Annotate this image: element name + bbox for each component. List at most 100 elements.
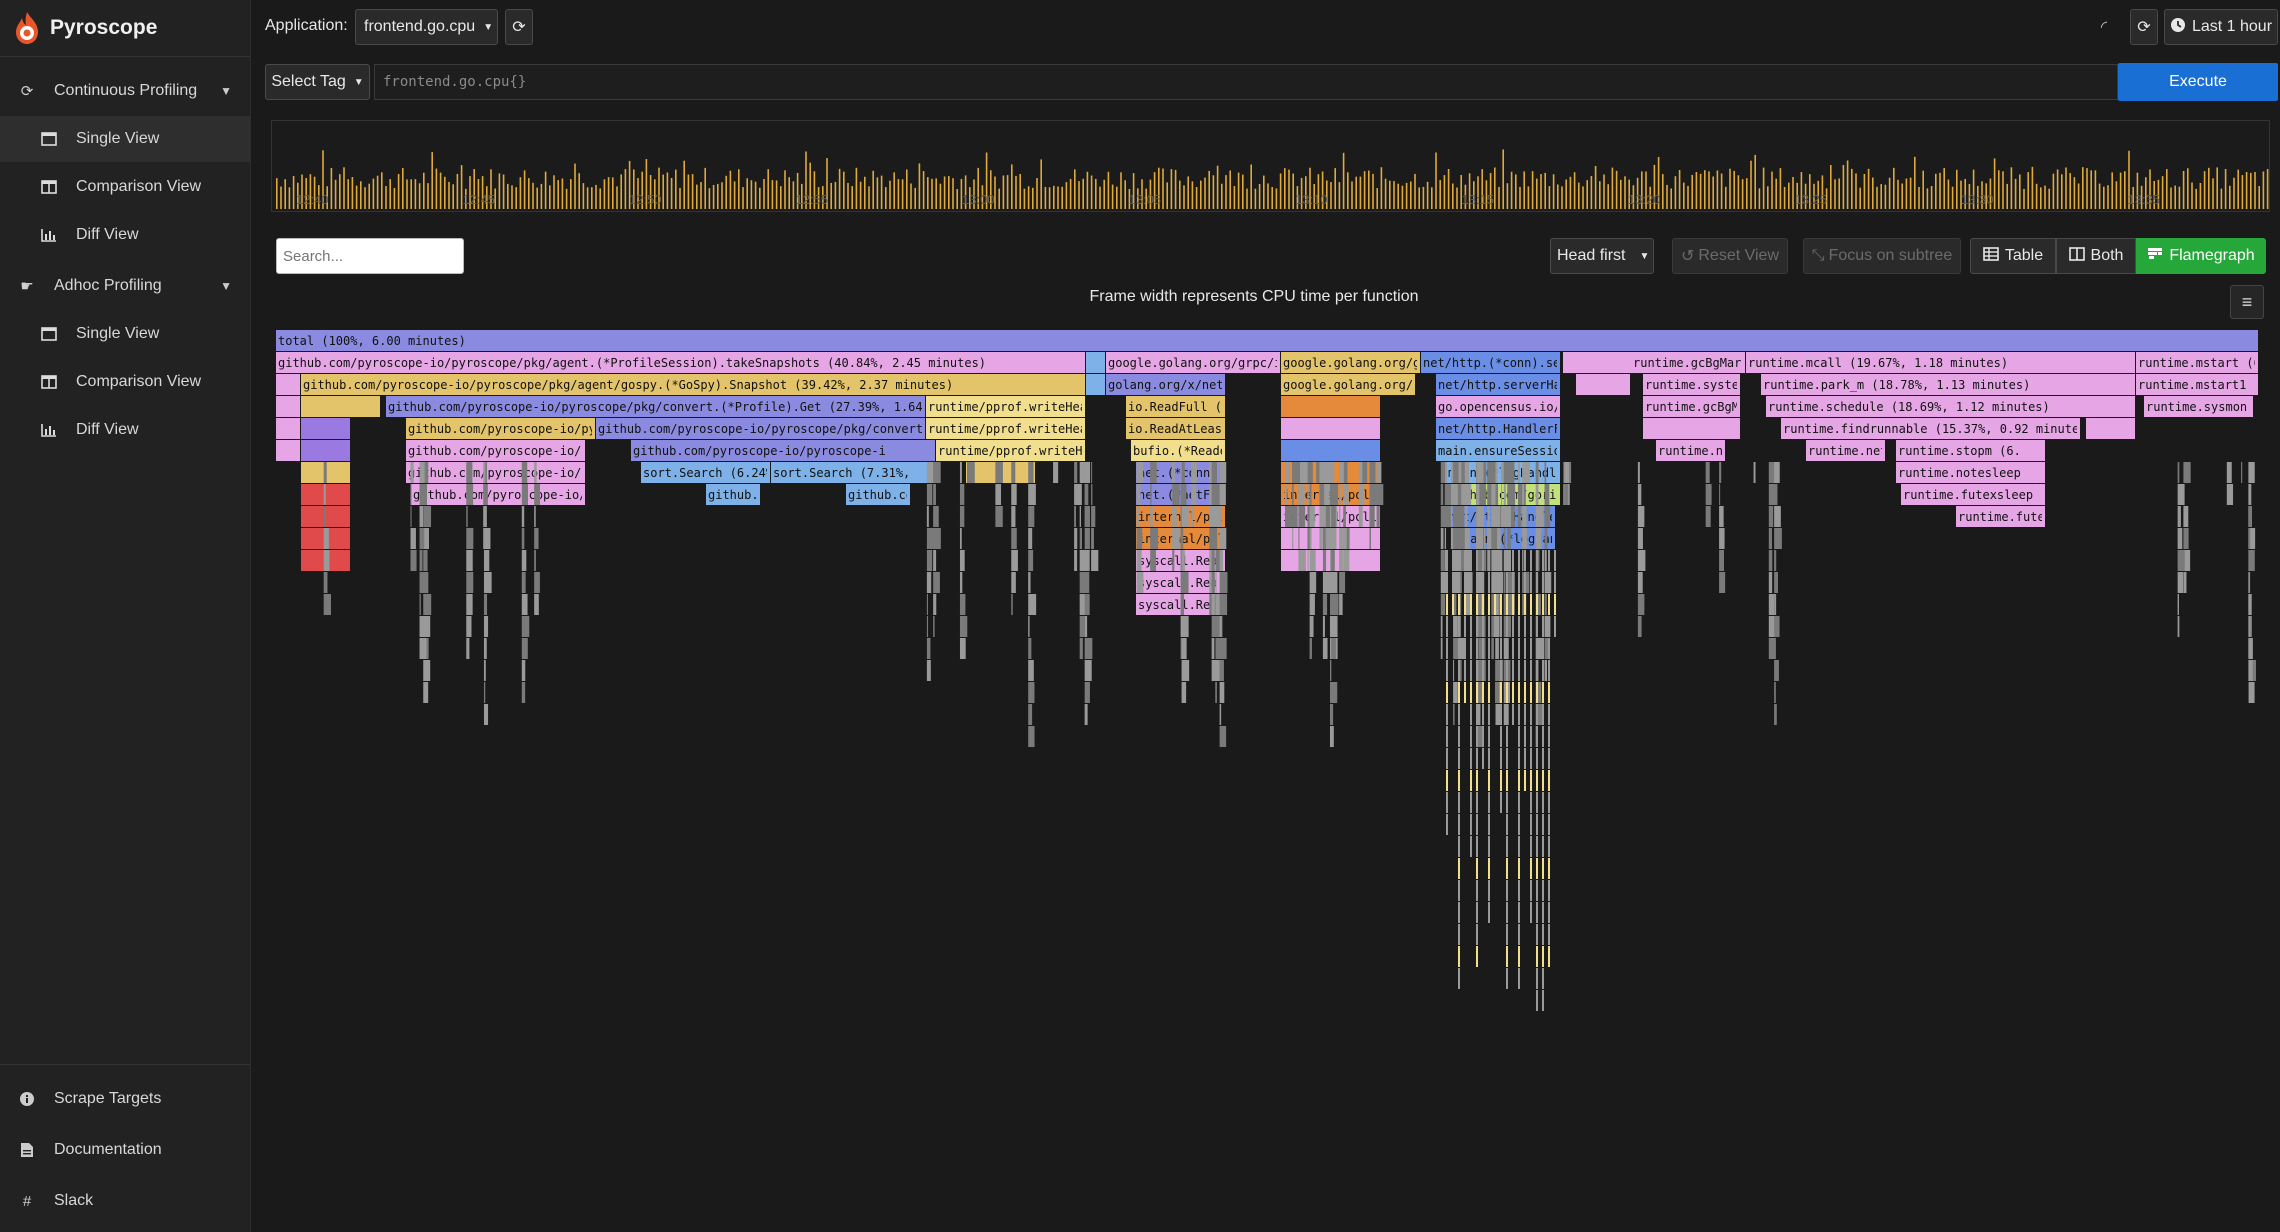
flamegraph-view-button[interactable]: Flamegraph [2136, 238, 2266, 274]
flamegraph-frame[interactable] [1079, 462, 1088, 483]
flamegraph-frame[interactable] [1440, 594, 1446, 615]
flamegraph-frame[interactable] [1470, 550, 1472, 571]
flamegraph-frame[interactable]: runtime.netpoll [1656, 440, 1766, 461]
flamegraph-frame[interactable] [1548, 792, 1550, 813]
flamegraph-frame[interactable] [1535, 484, 1539, 505]
flamegraph-frame[interactable] [1554, 616, 1556, 637]
flamegraph-frame[interactable] [1285, 484, 1287, 505]
flamegraph-frame[interactable] [1500, 770, 1502, 791]
flamegraph-frame[interactable] [1079, 550, 1088, 571]
flamegraph-frame[interactable] [1446, 814, 1448, 835]
flamegraph-frame[interactable] [1458, 792, 1460, 813]
flamegraph-frame[interactable] [419, 594, 421, 615]
flamegraph-frame[interactable] [1446, 660, 1448, 681]
reset-view-button[interactable]: ↺ Reset View [1672, 238, 1788, 274]
flamegraph-frame[interactable]: runtime/pprof.writeHeap [926, 396, 1094, 417]
flamegraph-frame[interactable] [1470, 572, 1472, 593]
flamegraph-frame[interactable] [1518, 682, 1520, 703]
flamegraph-frame[interactable] [926, 528, 935, 549]
flamegraph-frame[interactable] [995, 462, 1003, 483]
flamegraph-frame[interactable] [1495, 572, 1502, 593]
flamegraph-frame[interactable] [1536, 836, 1538, 857]
flamegraph-frame[interactable] [1343, 462, 1348, 483]
flamegraph-frame[interactable] [1136, 572, 1144, 593]
flamegraph-frame[interactable] [1028, 484, 1036, 505]
flamegraph-frame[interactable] [1446, 704, 1448, 725]
flamegraph-frame[interactable] [521, 528, 525, 549]
flamegraph-frame[interactable] [483, 638, 487, 659]
flamegraph-frame[interactable] [1518, 968, 1520, 989]
flamegraph-frame[interactable] [1501, 506, 1507, 527]
flamegraph-frame[interactable] [1482, 550, 1484, 571]
flamegraph-frame[interactable] [1535, 462, 1539, 483]
flamegraph-frame[interactable] [1524, 660, 1526, 681]
flamegraph-frame[interactable] [1331, 484, 1339, 505]
flamegraph-frame[interactable]: github.com/gorilla [1446, 484, 1578, 505]
flamegraph-frame[interactable] [1331, 462, 1335, 483]
flamegraph-frame[interactable] [1507, 550, 1512, 571]
flamegraph-frame[interactable] [1768, 484, 1775, 505]
flamegraph-frame[interactable] [1495, 594, 1499, 615]
flamegraph-frame[interactable] [1446, 748, 1448, 769]
flamegraph-frame[interactable] [1369, 462, 1376, 483]
flamegraph-frame[interactable] [1331, 572, 1338, 593]
flamegraph-frame[interactable] [1211, 660, 1220, 681]
flamegraph-frame[interactable] [1500, 704, 1502, 725]
flamegraph-frame[interactable] [1150, 484, 1152, 505]
flamegraph-frame[interactable] [1643, 418, 1740, 439]
flamegraph-frame[interactable] [1219, 594, 1228, 615]
flamegraph-frame[interactable] [1292, 528, 1294, 549]
flamegraph-frame[interactable] [1452, 550, 1454, 571]
flamegraph-frame[interactable] [1500, 572, 1502, 593]
flamegraph-frame[interactable] [2183, 506, 2189, 527]
flamegraph-frame[interactable] [1518, 638, 1520, 659]
flamegraph-frame[interactable]: github.com/pyroscope-io/pyroscope-i [846, 484, 1101, 505]
flamegraph-frame[interactable] [2183, 550, 2191, 571]
flamegraph-frame[interactable] [1518, 770, 1520, 791]
flamegraph-frame[interactable] [933, 572, 940, 593]
flamegraph-frame[interactable]: runtime.netpoll [1806, 440, 1916, 461]
flamegraph-frame[interactable] [1530, 792, 1532, 813]
flamegraph-frame[interactable] [1343, 484, 1349, 505]
flamegraph-frame[interactable] [1331, 506, 1336, 527]
flamegraph-frame[interactable] [323, 528, 329, 549]
flamegraph-frame[interactable] [1453, 462, 1459, 483]
flamegraph-frame[interactable] [2248, 616, 2251, 637]
flamegraph-frame[interactable] [1535, 528, 1542, 549]
flamegraph-frame[interactable] [1329, 594, 1332, 615]
flamegraph-frame[interactable] [1524, 572, 1526, 593]
flamegraph-frame[interactable] [1542, 594, 1544, 615]
flamegraph-frame[interactable] [1307, 506, 1311, 527]
flamegraph-frame[interactable] [1298, 550, 1306, 571]
flamegraph-frame[interactable] [1544, 462, 1547, 483]
flamegraph-frame[interactable] [1548, 902, 1550, 923]
flamegraph-frame[interactable] [1544, 484, 1550, 505]
flamegraph-frame[interactable] [1309, 616, 1314, 637]
flamegraph-frame[interactable] [1476, 572, 1478, 593]
flamegraph-frame[interactable] [1482, 682, 1484, 703]
flamegraph-frame[interactable] [1458, 748, 1460, 769]
flamegraph-frame[interactable] [1478, 638, 1484, 659]
flamegraph-frame[interactable] [1542, 748, 1544, 769]
flamegraph-frame[interactable] [959, 616, 968, 637]
flamegraph-frame[interactable] [1300, 462, 1308, 483]
flamegraph-frame[interactable] [1491, 616, 1495, 637]
flamegraph-frame[interactable] [1530, 814, 1532, 835]
flamegraph-frame[interactable] [1461, 506, 1465, 527]
flamegraph-frame[interactable] [926, 638, 931, 659]
flamegraph-frame[interactable] [1530, 572, 1532, 593]
flamegraph-frame[interactable] [1191, 462, 1197, 483]
flamegraph-frame[interactable] [1319, 484, 1325, 505]
flamegraph-frame[interactable] [1637, 550, 1646, 571]
flamegraph-frame[interactable] [1300, 484, 1302, 505]
flamegraph-frame[interactable] [1358, 462, 1363, 483]
flamegraph-frame[interactable] [1524, 594, 1526, 615]
flamegraph-frame[interactable] [1542, 880, 1544, 901]
flamegraph-frame[interactable] [1487, 528, 1493, 549]
flamegraph-frame[interactable] [1506, 770, 1508, 791]
flamegraph-frame[interactable] [1331, 638, 1336, 659]
flamegraph-frame[interactable] [1309, 550, 1316, 571]
flamegraph-frame[interactable] [1542, 726, 1544, 747]
flamegraph-frame[interactable] [1329, 704, 1334, 725]
flamegraph-frame[interactable] [1524, 748, 1526, 769]
